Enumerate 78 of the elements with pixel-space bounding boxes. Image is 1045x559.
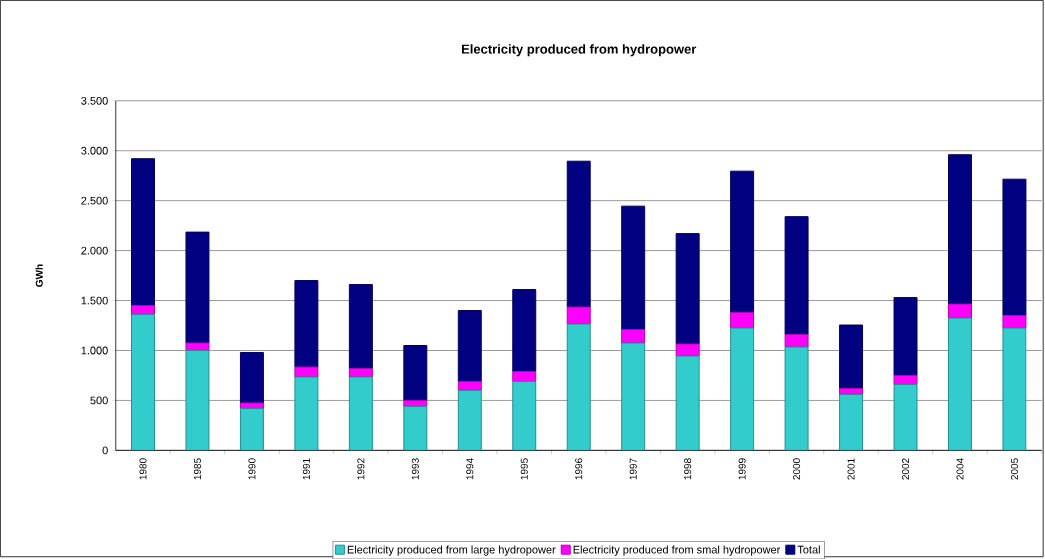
bar — [131, 313, 155, 451]
bar — [185, 231, 210, 344]
bar — [131, 304, 155, 315]
x-tick-label: 1995 — [520, 458, 528, 480]
y-axis-title: GWh — [35, 264, 43, 287]
x-tick-label: 1993 — [411, 458, 419, 480]
bar — [512, 289, 537, 372]
bar — [621, 328, 646, 344]
x-tick-label: 2005 — [1010, 458, 1018, 480]
x-tick-label: 1992 — [357, 458, 365, 480]
bar — [675, 343, 700, 357]
bar — [348, 376, 373, 451]
bar — [675, 355, 700, 451]
x-tick-label: 1990 — [248, 458, 256, 480]
bar — [675, 233, 700, 345]
chart-title: Electricity produced from hydropower — [461, 44, 697, 57]
bar — [403, 344, 428, 401]
bar — [730, 311, 755, 329]
x-tick-label: 1980 — [139, 458, 147, 480]
x-tick-label: 2001 — [847, 458, 855, 480]
y-tick-label: 2.500 — [81, 196, 108, 205]
bar — [839, 393, 864, 451]
bar — [239, 351, 264, 404]
bar — [730, 170, 755, 313]
y-tick-label: 3.000 — [81, 146, 108, 155]
bar — [185, 342, 210, 351]
bar — [948, 317, 972, 451]
bar — [730, 327, 755, 451]
bar — [1002, 314, 1027, 329]
x-tick-label: 1991 — [302, 458, 310, 480]
bar — [839, 324, 864, 389]
bar — [621, 342, 646, 451]
bar — [948, 154, 972, 305]
bar — [348, 284, 373, 369]
bar — [1002, 178, 1027, 316]
bar — [566, 160, 591, 308]
bar — [239, 407, 264, 451]
legend-label: Electricity produced from large hydropower — [347, 545, 556, 556]
bar — [784, 333, 809, 348]
bar — [784, 216, 809, 335]
x-tick-label: 1998 — [684, 458, 692, 480]
bar — [566, 306, 591, 325]
bar — [239, 402, 264, 409]
y-tick-label: 3.500 — [81, 96, 108, 105]
bar — [566, 323, 591, 451]
bar — [893, 383, 918, 451]
x-tick-label: 2004 — [956, 458, 964, 480]
bar — [294, 280, 319, 368]
x-tick-label: 2002 — [901, 458, 910, 480]
x-tick-label: 1999 — [738, 458, 746, 480]
x-tick-label: 1985 — [193, 458, 201, 480]
x-tick-label: 2000 — [793, 458, 801, 480]
bar — [893, 374, 918, 385]
bar — [893, 297, 918, 376]
bar — [512, 380, 537, 451]
bar — [185, 349, 210, 451]
bar — [784, 346, 809, 451]
legend-label: Total — [797, 545, 820, 554]
y-tick-label: 1.000 — [81, 346, 108, 355]
y-tick-label: 1.500 — [81, 296, 108, 305]
bar — [1002, 327, 1027, 451]
legend-label: Electricity produced from smal hydropower — [573, 545, 781, 556]
x-tick-label: 1996 — [575, 458, 583, 480]
bar — [294, 366, 319, 378]
bar — [294, 376, 319, 451]
x-tick-label: 1997 — [629, 458, 637, 480]
bar — [131, 158, 155, 306]
bar — [512, 370, 537, 382]
x-tick-label: 1994 — [466, 458, 474, 480]
bar — [621, 205, 646, 330]
bar — [457, 309, 482, 382]
y-tick-label: 500 — [90, 396, 108, 405]
y-tick-label: 2.000 — [81, 246, 108, 255]
bar — [457, 389, 482, 451]
y-tick-label: 0 — [102, 446, 108, 455]
bar — [403, 405, 428, 451]
bar — [457, 380, 482, 391]
bar — [948, 303, 972, 319]
